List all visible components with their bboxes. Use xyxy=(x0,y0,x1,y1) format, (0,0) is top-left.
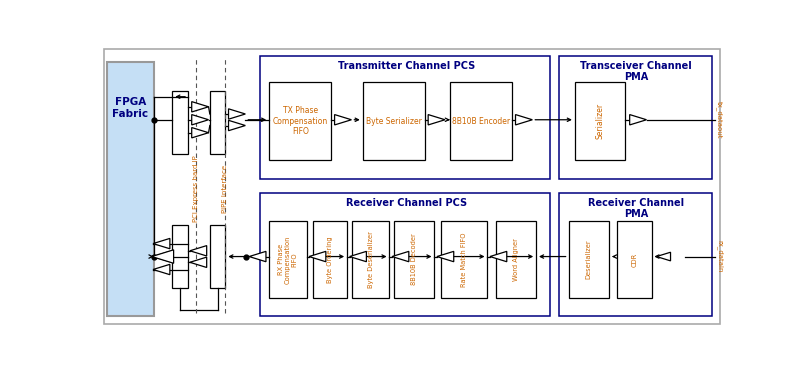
FancyBboxPatch shape xyxy=(269,82,332,160)
FancyBboxPatch shape xyxy=(394,221,435,298)
Text: rx_datain: rx_datain xyxy=(716,240,723,273)
Text: Byte Serializer: Byte Serializer xyxy=(366,117,422,126)
FancyBboxPatch shape xyxy=(352,221,390,298)
Text: RX Phase
Compensation
FIFO: RX Phase Compensation FIFO xyxy=(278,235,298,283)
Text: Receiver Channel PCS: Receiver Channel PCS xyxy=(346,197,467,208)
FancyBboxPatch shape xyxy=(172,225,188,288)
Polygon shape xyxy=(153,238,170,249)
Polygon shape xyxy=(335,114,352,125)
Text: Word Aligner: Word Aligner xyxy=(513,238,518,281)
Polygon shape xyxy=(657,252,671,261)
Polygon shape xyxy=(192,102,208,112)
Polygon shape xyxy=(515,114,532,125)
FancyBboxPatch shape xyxy=(104,49,720,324)
FancyBboxPatch shape xyxy=(312,221,347,298)
Text: PIPE Interface: PIPE Interface xyxy=(222,165,229,213)
Polygon shape xyxy=(153,251,170,262)
FancyBboxPatch shape xyxy=(107,62,154,316)
Polygon shape xyxy=(490,251,507,262)
FancyBboxPatch shape xyxy=(172,91,188,154)
Polygon shape xyxy=(392,251,409,262)
Polygon shape xyxy=(153,264,170,275)
Text: PCI Express hard IP: PCI Express hard IP xyxy=(193,156,199,222)
FancyBboxPatch shape xyxy=(210,91,225,154)
Text: CDR: CDR xyxy=(631,252,638,267)
FancyBboxPatch shape xyxy=(559,56,712,179)
Text: TX Phase
Compensation
FIFO: TX Phase Compensation FIFO xyxy=(273,106,328,136)
FancyBboxPatch shape xyxy=(617,221,651,298)
Polygon shape xyxy=(437,251,454,262)
Text: Transmitter Channel PCS: Transmitter Channel PCS xyxy=(338,61,475,71)
Polygon shape xyxy=(190,246,207,256)
FancyBboxPatch shape xyxy=(496,221,536,298)
Text: Transceiver Channel
PMA: Transceiver Channel PMA xyxy=(580,61,691,82)
FancyBboxPatch shape xyxy=(362,82,425,160)
Polygon shape xyxy=(249,251,266,262)
Polygon shape xyxy=(630,114,646,125)
FancyBboxPatch shape xyxy=(559,193,712,316)
Text: Receiver Channel
PMA: Receiver Channel PMA xyxy=(588,197,684,219)
Text: Byte Deserializer: Byte Deserializer xyxy=(368,231,374,288)
Text: Rate Match FIFO: Rate Match FIFO xyxy=(461,232,467,287)
FancyBboxPatch shape xyxy=(210,225,225,288)
FancyBboxPatch shape xyxy=(568,221,609,298)
Text: 8B10B Decoder: 8B10B Decoder xyxy=(411,233,417,285)
Polygon shape xyxy=(428,114,445,125)
Polygon shape xyxy=(349,251,366,262)
Polygon shape xyxy=(309,251,326,262)
Text: 8B10B Encoder: 8B10B Encoder xyxy=(452,117,510,126)
FancyBboxPatch shape xyxy=(440,221,488,298)
FancyBboxPatch shape xyxy=(260,193,550,316)
FancyBboxPatch shape xyxy=(260,56,550,179)
Text: FPGA
Fabric: FPGA Fabric xyxy=(112,97,148,119)
Polygon shape xyxy=(229,120,246,131)
Polygon shape xyxy=(151,250,174,263)
Text: Serializer: Serializer xyxy=(595,103,605,139)
FancyBboxPatch shape xyxy=(450,82,513,160)
Text: Byte Ordering: Byte Ordering xyxy=(327,236,333,283)
Polygon shape xyxy=(192,128,208,138)
Polygon shape xyxy=(192,114,208,125)
Text: tx_dataout: tx_dataout xyxy=(716,101,723,138)
Polygon shape xyxy=(190,257,207,267)
Text: Deserializer: Deserializer xyxy=(586,240,592,279)
FancyBboxPatch shape xyxy=(575,82,625,160)
FancyBboxPatch shape xyxy=(269,221,307,298)
Polygon shape xyxy=(229,109,246,119)
